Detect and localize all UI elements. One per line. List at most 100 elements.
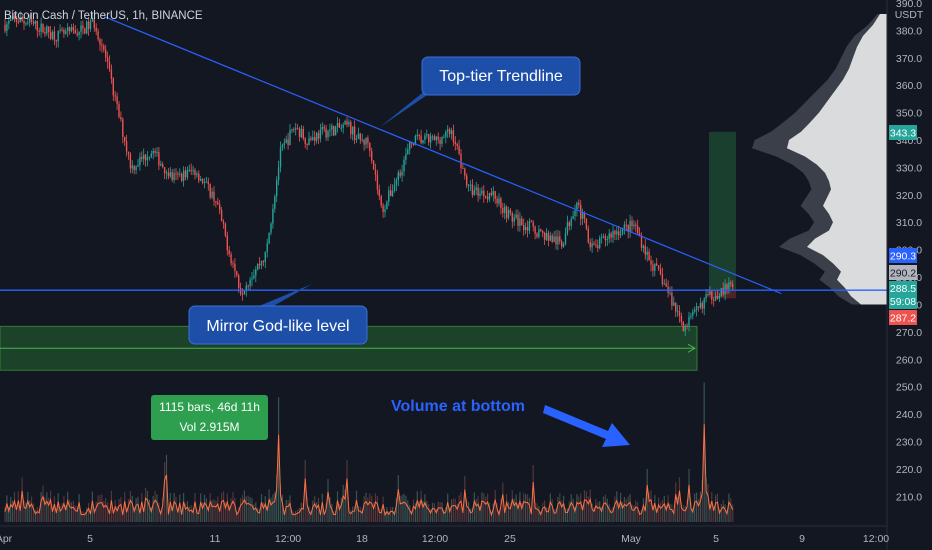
candle-body	[122, 119, 124, 137]
candle-body	[243, 290, 246, 295]
candle-body	[429, 136, 432, 143]
volume-bar	[205, 498, 207, 522]
candle-body	[566, 222, 569, 234]
volume-bar	[597, 502, 599, 522]
candle-body	[574, 210, 576, 217]
volume-bar	[82, 511, 84, 522]
candle-body	[34, 20, 37, 24]
candle-body	[186, 169, 189, 178]
candle-body	[654, 263, 656, 271]
candle-body	[53, 31, 56, 41]
candle-body	[57, 30, 59, 42]
bar-countdown: 59:08	[890, 296, 916, 308]
measure-box[interactable]: 1115 bars, 46d 11h Vol 2.915M	[151, 395, 268, 440]
candle-body	[106, 57, 109, 62]
volume-bar	[551, 499, 553, 522]
candle-body	[133, 165, 135, 171]
volume-bar	[403, 493, 405, 522]
candle-body	[181, 173, 183, 181]
volume-bar	[369, 493, 371, 522]
candle-body	[279, 147, 282, 168]
volume-bar	[692, 507, 694, 522]
badge-290-2: 290.2	[889, 265, 917, 280]
volume-bar	[302, 503, 304, 522]
candle-body	[722, 288, 724, 295]
candle-body	[55, 40, 57, 42]
volume-bar	[620, 492, 622, 522]
candle-body	[321, 126, 323, 130]
volume-bar	[112, 509, 114, 522]
candle-body	[76, 33, 78, 36]
time-tick-label: 12:00	[275, 533, 301, 545]
candle-body	[103, 45, 105, 50]
candle-body	[93, 19, 95, 28]
candle-body	[220, 210, 223, 222]
trendline-callout[interactable]: Top-tier Trendline	[380, 56, 581, 127]
volume-bar	[587, 496, 589, 522]
level-callout[interactable]: Mirror God-like level	[188, 284, 368, 345]
time-tick-label: 25	[504, 533, 516, 545]
candle-body	[29, 19, 31, 23]
volume-bar	[57, 493, 59, 522]
candle-body	[376, 174, 379, 190]
candle-body	[492, 191, 494, 196]
volume-bar	[449, 507, 451, 522]
volume-bar	[150, 507, 152, 522]
volume-bar	[344, 489, 346, 522]
time-tick-label: 12:00	[422, 533, 448, 545]
candle-body	[245, 285, 247, 291]
volume-bar	[426, 501, 428, 522]
candle-body	[386, 201, 388, 210]
volume-bar	[165, 454, 168, 522]
volume-bar	[487, 493, 489, 522]
time-axis[interactable]: Apr 5 11 12:00 18 12:00 25 May 5 9 12:00	[0, 525, 889, 545]
candle-body	[602, 236, 605, 238]
volume-bar	[416, 491, 418, 522]
symbol-title: Bitcoin Cash / TetherUS, 1h, BINANCE	[4, 10, 203, 22]
volume-bar	[295, 510, 297, 522]
candle-body	[162, 164, 164, 167]
candle-body	[380, 196, 382, 206]
volume-bar	[262, 502, 264, 522]
candle-body	[648, 251, 650, 261]
candle-body	[631, 220, 633, 227]
volume-bar	[266, 505, 268, 522]
candle-body	[38, 30, 40, 32]
price-tick-label: 210.0	[896, 491, 922, 503]
measure-bars: 1115 bars, 46d 11h	[159, 400, 260, 414]
volume-bar	[390, 506, 392, 522]
candle-body	[207, 181, 209, 185]
candle-body	[608, 233, 610, 240]
volume-bar	[460, 492, 462, 522]
volume-bar	[542, 502, 544, 522]
volume-bar	[236, 511, 238, 522]
candle-body	[604, 236, 607, 241]
volume-bar	[317, 497, 320, 522]
candle-body	[684, 325, 686, 332]
volume-bar	[38, 508, 40, 522]
candle-body	[239, 287, 242, 294]
candle-body	[268, 232, 270, 244]
drawing-lines[interactable]	[0, 16, 887, 295]
candle-body	[397, 172, 399, 181]
price-tick-label: 320.0	[896, 190, 922, 202]
volume-bar	[219, 507, 221, 522]
candle-body	[201, 179, 204, 184]
candle-body	[200, 179, 202, 181]
volume-bar	[107, 502, 109, 522]
volume-bar	[616, 491, 618, 522]
volume-bar	[374, 493, 377, 522]
volume-bar	[601, 506, 603, 522]
volume-bar	[89, 510, 92, 522]
candle-body	[431, 136, 434, 138]
volume-note[interactable]: Volume at bottom	[391, 398, 630, 447]
volume-bar	[464, 475, 466, 522]
volume-bar	[466, 499, 468, 522]
volume-bar	[694, 493, 696, 522]
candle-body	[314, 137, 316, 141]
volume-bar	[450, 499, 453, 522]
volume-bar	[544, 500, 546, 522]
volume-bar	[509, 503, 511, 522]
svg-text:288.5: 288.5	[890, 283, 916, 295]
